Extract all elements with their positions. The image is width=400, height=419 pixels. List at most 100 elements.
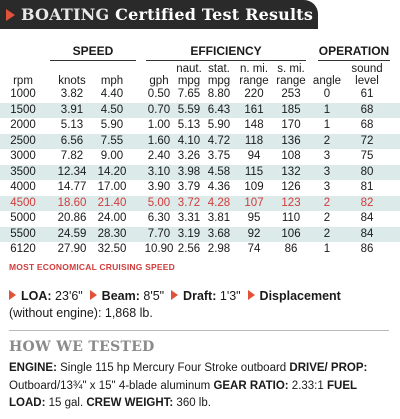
cell-naut-mpg: 3.19	[177, 227, 201, 240]
cell-rpm: 2500	[10, 134, 36, 147]
column-header-s-mi-range: s. mi. range	[272, 63, 310, 87]
table-row: 4500 18.60 21.40 5.00 3.72 4.28 107 123 2 82	[0, 195, 400, 211]
draft-value: 1'3"	[216, 289, 241, 303]
cell-gph: 0.50	[147, 88, 171, 100]
column-header-text: level	[355, 75, 379, 87]
cell-knots: 5.13	[60, 119, 84, 131]
cell-s-mi-range: 108	[281, 150, 301, 162]
cell-naut-mpg: 5.59	[177, 103, 201, 116]
cell-n-mi-range: 148	[244, 119, 264, 131]
cell-mph: 7.55	[100, 134, 124, 147]
cell-s-mi-range: 170	[281, 119, 301, 131]
cell-n-mi-range: 118	[244, 134, 264, 147]
cell-mph: 4.50	[100, 103, 124, 116]
cell-sound-level: 72	[360, 134, 374, 147]
cell-sound-level: 68	[360, 119, 374, 131]
group-header-speed: SPEED	[50, 44, 136, 61]
cell-n-mi-range: 94	[247, 150, 261, 162]
cell-rpm: 1500	[10, 103, 36, 116]
cell-stat-mpg: 6.43	[207, 103, 231, 116]
cell-knots: 3.91	[60, 103, 84, 116]
cell-gph: 1.00	[147, 119, 171, 131]
cell-n-mi-range: 220	[244, 88, 264, 100]
cell-naut-mpg: 5.13	[177, 119, 201, 131]
column-header-text: mpg	[177, 75, 201, 87]
displacement-value: (without engine): 1,868 lb.	[9, 306, 153, 320]
table-row: 1500 3.91 4.50 0.70 5.59 6.43 161 185 1 68	[0, 102, 400, 118]
cell-angle: 2	[323, 212, 331, 224]
cell-angle: 1	[323, 103, 331, 116]
loa-value: 23'6"	[51, 289, 83, 303]
cell-knots: 3.82	[60, 88, 84, 100]
table-row: 3000 7.82 9.00 2.40 3.26 3.75 94 108 3 75	[0, 149, 400, 165]
loa-label: LOA:	[21, 289, 52, 303]
cell-gph: 3.10	[147, 165, 171, 178]
column-header-text: range	[239, 75, 269, 87]
cell-naut-mpg: 3.72	[177, 196, 201, 209]
cell-s-mi-range: 106	[281, 227, 301, 240]
cell-sound-level: 80	[360, 165, 374, 178]
cell-n-mi-range: 74	[247, 243, 261, 255]
cell-mph: 4.40	[100, 88, 124, 100]
cell-mph: 32.50	[97, 243, 127, 255]
cell-angle: 2	[323, 134, 331, 147]
column-header-rpm: rpm	[3, 75, 43, 87]
cell-n-mi-range: 161	[244, 103, 264, 116]
cell-gph: 0.70	[147, 103, 171, 116]
group-header-operation: OPERATION	[318, 44, 390, 61]
gear-ratio-value: 2.33:1	[288, 379, 327, 392]
column-header-text: knots	[58, 75, 86, 87]
title-tab: BOATING Certified Test Results	[0, 0, 318, 29]
cell-naut-mpg: 3.26	[177, 150, 201, 162]
column-header-text: sound	[351, 63, 383, 75]
table-row: 6120 27.90 32.50 10.90 2.56 2.98 74 86 1 86	[0, 242, 400, 258]
cell-angle: 2	[323, 196, 331, 209]
column-header-mph: mph	[92, 75, 132, 87]
cell-knots: 27.90	[57, 243, 87, 255]
cell-angle: 2	[323, 227, 331, 240]
cell-gph: 3.90	[147, 181, 171, 193]
cell-s-mi-range: 185	[281, 103, 301, 116]
column-header-text: rpm	[13, 75, 33, 87]
beam-label: Beam:	[101, 289, 140, 303]
cell-knots: 14.77	[57, 181, 87, 193]
footnote: MOST ECONOMICAL CRUISING SPEED	[9, 262, 175, 272]
cell-naut-mpg: 3.98	[177, 165, 201, 178]
column-header-gph: gph	[144, 75, 174, 87]
cell-stat-mpg: 2.98	[207, 243, 231, 255]
cell-n-mi-range: 115	[244, 165, 264, 178]
cell-s-mi-range: 110	[281, 212, 301, 224]
cell-stat-mpg: 4.28	[207, 196, 231, 209]
cell-n-mi-range: 92	[247, 227, 261, 240]
draft-label: Draft:	[183, 289, 217, 303]
cell-rpm: 4000	[10, 181, 36, 193]
table-row: 3500 12.34 14.20 3.10 3.98 4.58 115 132 3 80	[0, 164, 400, 180]
cell-stat-mpg: 4.72	[207, 134, 231, 147]
table-row: 4000 14.77 17.00 3.90 3.79 4.36 109 126 3 81	[0, 180, 400, 196]
displacement-label: Displacement	[259, 289, 341, 303]
drive-value: Outboard/13¾" x 15" 4-blade aluminum	[9, 379, 214, 392]
column-header-angle: angle	[310, 75, 344, 87]
cell-angle: 3	[323, 165, 331, 178]
triangle-bullet-icon	[247, 290, 255, 300]
how-we-tested-heading: HOW WE TESTED	[9, 339, 155, 355]
cell-gph: 7.70	[147, 227, 171, 240]
table-row: 1000 3.82 4.40 0.50 7.65 8.80 220 253 0 61	[0, 87, 400, 103]
cell-sound-level: 82	[360, 196, 374, 209]
cell-mph: 21.40	[97, 196, 127, 209]
drive-label: DRIVE/ PROP:	[289, 362, 368, 374]
engine-label: ENGINE:	[9, 362, 57, 374]
table-row: 2000 5.13 5.90 1.00 5.13 5.90 148 170 1 68	[0, 118, 400, 134]
cell-sound-level: 86	[360, 243, 374, 255]
cell-s-mi-range: 136	[281, 134, 301, 147]
spec-line-2: (without engine): 1,868 lb.	[9, 305, 389, 322]
triangle-bullet-icon	[9, 290, 16, 300]
table-row: 5500 24.59 28.30 7.70 3.19 3.68 92 106 2 84	[0, 226, 400, 242]
column-header-naut-mpg: naut. mpg	[174, 63, 204, 87]
cell-stat-mpg: 3.68	[207, 227, 231, 240]
column-header-text: angle	[312, 75, 342, 87]
triangle-bullet-icon	[171, 290, 179, 300]
cell-naut-mpg: 3.79	[177, 181, 201, 193]
spec-line-1: LOA: 23'6" Beam: 8'5" Draft: 1'3" Displa…	[9, 288, 389, 305]
